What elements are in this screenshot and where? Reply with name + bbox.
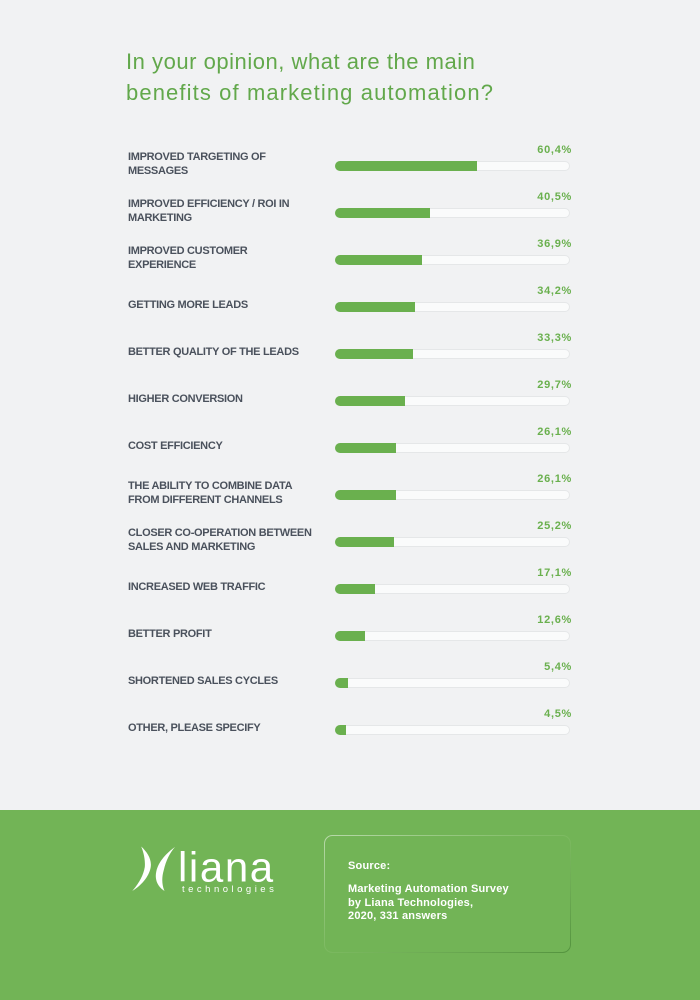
svg-text:liana: liana bbox=[178, 844, 275, 891]
svg-text:technologies: technologies bbox=[182, 884, 277, 895]
